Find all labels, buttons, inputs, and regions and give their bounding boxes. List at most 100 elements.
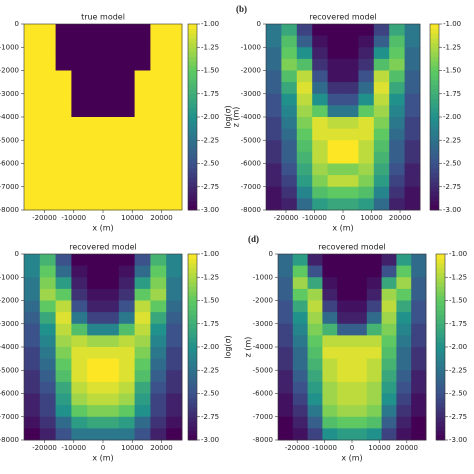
heatmap-cell: [39, 93, 56, 106]
heatmap-cell: [322, 381, 338, 394]
heatmap-cell: [87, 265, 104, 278]
heatmap-cell: [327, 140, 344, 153]
heatmap-cell: [396, 288, 412, 301]
heatmap-cell: [292, 254, 308, 267]
heatmap-cell: [373, 140, 390, 153]
heatmap-cell: [343, 47, 359, 60]
colorbar-swatch: [188, 435, 197, 441]
heatmap-cell: [281, 140, 298, 153]
heatmap-cell: [87, 163, 104, 176]
heatmap-cell: [337, 405, 353, 418]
colorbar-swatch: [430, 130, 439, 136]
colorbar-tick-label: -2.25: [449, 366, 467, 374]
colorbar-swatch: [188, 56, 197, 62]
heatmap-cell: [118, 105, 135, 118]
colorbar-swatch: [430, 126, 439, 132]
heatmap-cell: [381, 288, 397, 301]
heatmap-cell: [150, 175, 167, 188]
heatmap-cell: [352, 370, 368, 383]
heatmap-cell: [381, 323, 397, 336]
heatmap-cell: [39, 416, 56, 429]
heatmap-cell: [166, 35, 183, 48]
colorbar-swatch: [188, 51, 197, 57]
heatmap-cell: [373, 24, 390, 37]
colorbar-swatch: [188, 286, 197, 292]
heatmap-cell: [118, 300, 135, 313]
heatmap-cell: [381, 428, 397, 441]
colorbar-swatch: [430, 47, 439, 53]
heatmap-cell: [166, 128, 183, 141]
heatmap-cell: [134, 265, 151, 278]
colorbar-tick-label: -1.50: [449, 297, 467, 305]
heatmap-cell: [87, 335, 104, 348]
colorbar-swatch: [430, 163, 439, 169]
heatmap-cell: [411, 277, 427, 290]
heatmap-cell: [103, 405, 120, 418]
heatmap-cell: [404, 117, 421, 130]
heatmap-cell: [411, 358, 427, 371]
heatmap-cell: [150, 82, 167, 95]
x-axis-label: x (m): [332, 224, 353, 233]
heatmap-cell: [366, 277, 382, 290]
heatmap-cell: [103, 358, 120, 371]
heatmap-cell: [150, 163, 167, 176]
heatmap-cell: [296, 175, 313, 188]
heatmap-cell: [118, 198, 135, 211]
colorbar-swatch: [436, 328, 445, 334]
colorbar-swatch: [188, 360, 197, 366]
heatmap-cell: [166, 151, 183, 164]
heatmap-cell: [312, 198, 328, 211]
colorbar-swatch: [188, 168, 197, 174]
heatmap-cell: [55, 277, 72, 290]
heatmap-cell: [266, 70, 282, 83]
heatmap-cell: [103, 140, 120, 153]
heatmap-cell: [39, 381, 56, 394]
heatmap-cell: [366, 428, 382, 441]
colorbar-swatch: [436, 258, 445, 264]
heatmap-cell: [71, 288, 88, 301]
colorbar-swatch: [436, 365, 445, 371]
heatmap-cell: [411, 393, 427, 406]
heatmap-cell: [24, 163, 41, 176]
heatmap-cell: [337, 358, 353, 371]
heatmap-cell: [24, 151, 41, 164]
heatmap-cell: [39, 393, 56, 406]
heatmap-cell: [307, 312, 323, 325]
colorbar-swatch: [188, 163, 197, 169]
heatmap-cell: [366, 358, 382, 371]
y-tick-label: -8000: [0, 206, 19, 214]
heatmap-cell: [281, 175, 298, 188]
heatmap-cell: [24, 105, 41, 118]
chart-title: recovered model: [309, 13, 377, 22]
heatmap-cell: [103, 370, 120, 383]
heatmap-cell: [404, 140, 421, 153]
heatmap-cell: [312, 93, 328, 106]
y-tick-label: -1000: [241, 43, 261, 51]
heatmap-cell: [71, 393, 88, 406]
heatmap-cell: [366, 347, 382, 360]
heatmap-cell: [87, 47, 104, 60]
heatmap-cell: [352, 323, 368, 336]
heatmap-cell: [24, 300, 41, 313]
heatmap-cell: [307, 405, 323, 418]
heatmap-cell: [358, 24, 375, 37]
heatmap-cell: [312, 70, 328, 83]
heatmap-cell: [118, 405, 135, 418]
heatmap-cell: [366, 416, 382, 429]
heatmap-cell: [71, 163, 88, 176]
heatmap-cell: [118, 428, 135, 441]
heatmap-cell: [134, 47, 151, 60]
heatmap-cell: [55, 151, 72, 164]
colorbar-swatch: [188, 295, 197, 301]
heatmap-cell: [281, 70, 298, 83]
heatmap-cell: [266, 105, 282, 118]
heatmap-cell: [373, 175, 390, 188]
colorbar-tick-label: -2.75: [201, 183, 219, 191]
heatmap-cell: [166, 140, 183, 153]
colorbar-swatch: [188, 135, 197, 141]
heatmap-cell: [366, 370, 382, 383]
heatmap-cell: [358, 117, 375, 130]
heatmap-cell: [266, 140, 282, 153]
heatmap-cell: [71, 300, 88, 313]
heatmap-cell: [366, 393, 382, 406]
